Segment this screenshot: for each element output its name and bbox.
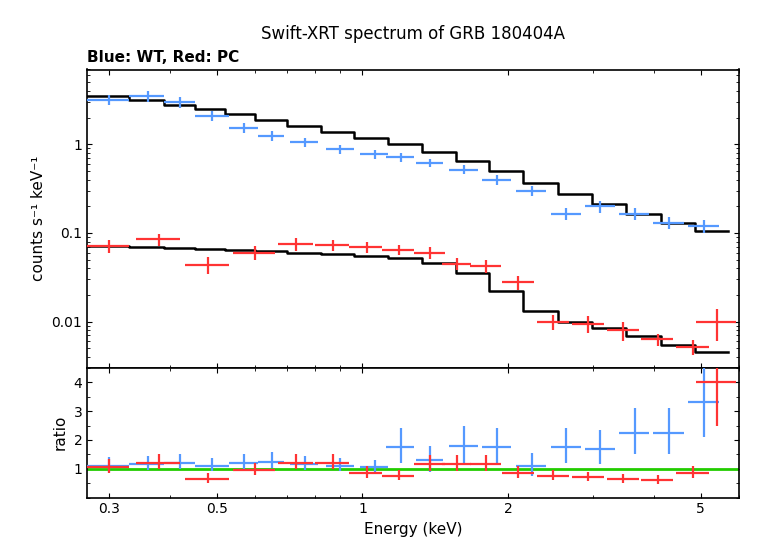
X-axis label: Energy (keV): Energy (keV) (364, 522, 462, 537)
Y-axis label: counts s⁻¹ keV⁻¹: counts s⁻¹ keV⁻¹ (31, 156, 46, 281)
Y-axis label: ratio: ratio (53, 415, 68, 450)
Text: Swift-XRT spectrum of GRB 180404A: Swift-XRT spectrum of GRB 180404A (261, 25, 565, 43)
Text: Blue: WT, Red: PC: Blue: WT, Red: PC (87, 50, 240, 65)
